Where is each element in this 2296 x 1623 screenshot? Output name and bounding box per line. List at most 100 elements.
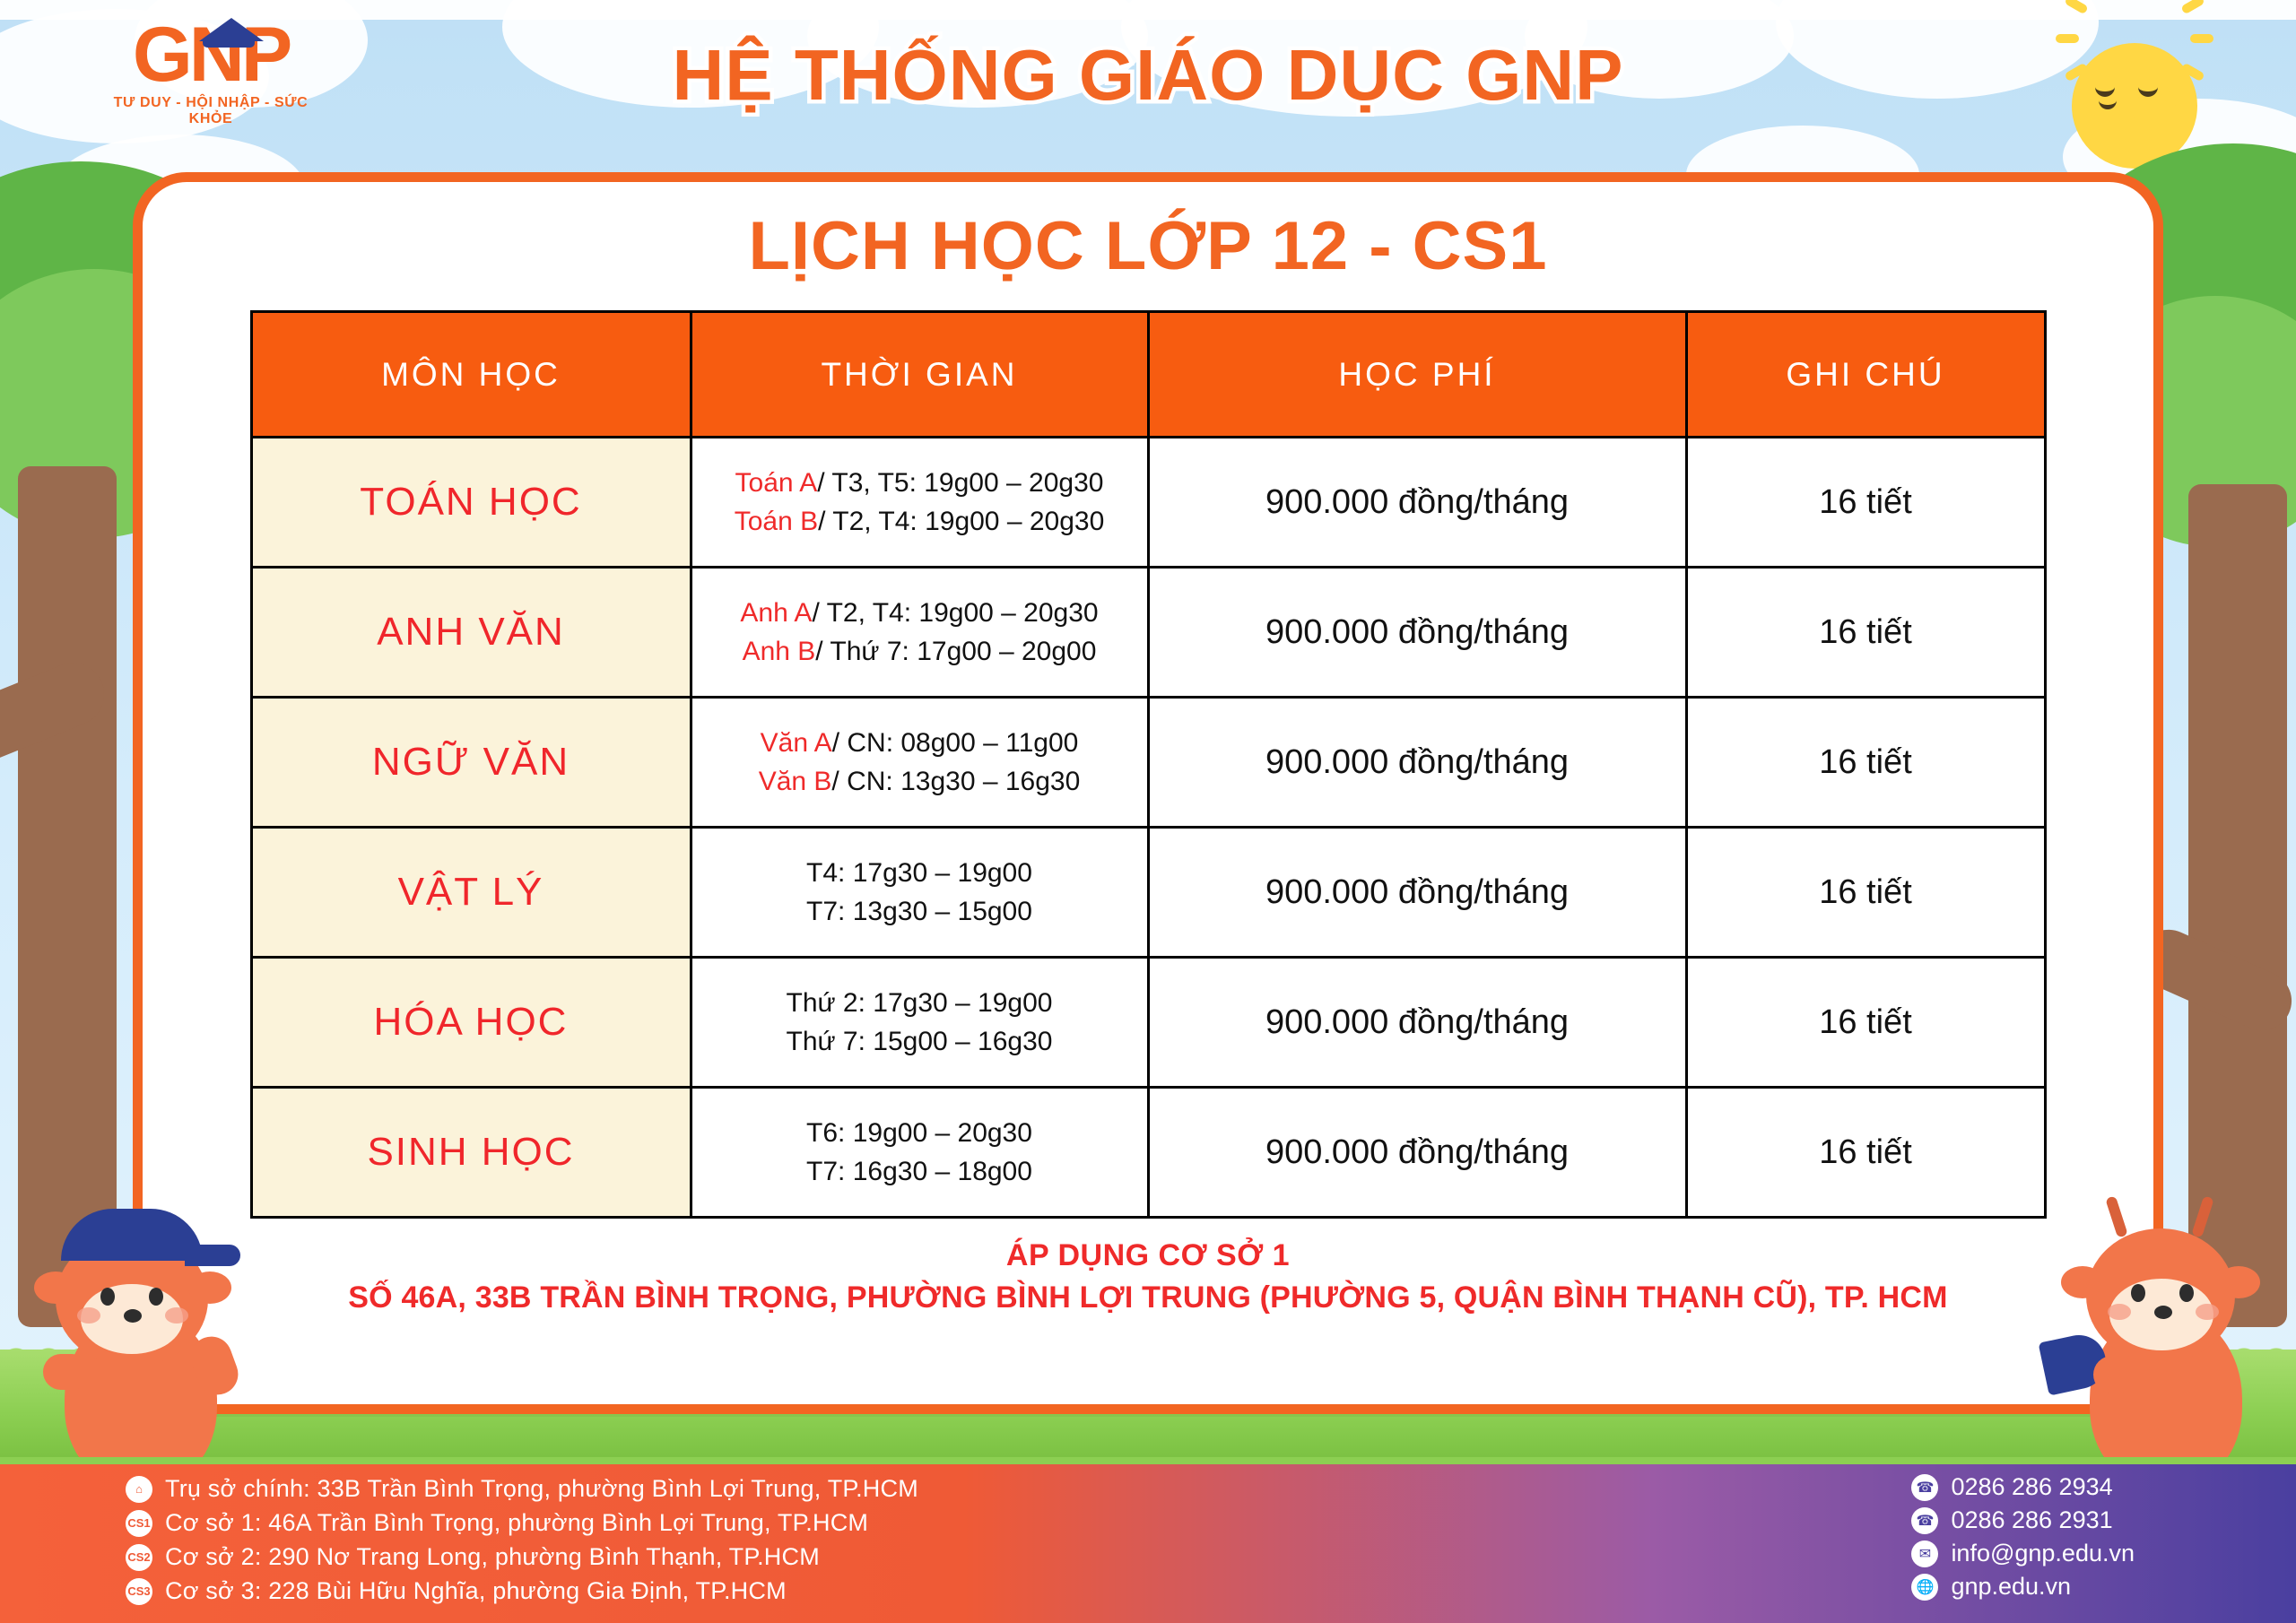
cell-note: 16 tiết <box>1684 566 2047 699</box>
time-line: Văn A/ CN: 08g00 – 11g00 <box>692 724 1147 763</box>
cell-subject: HÓA HỌC <box>249 956 692 1089</box>
time-line-detail: / CN: 13g30 – 16g30 <box>831 767 1081 796</box>
column-header-time: THỜI GIAN <box>689 310 1150 438</box>
column-header-fee: HỌC PHÍ <box>1146 310 1688 438</box>
logo-tagline: TƯ DUY - HỘI NHẬP - SỨC KHỎE <box>113 95 309 126</box>
time-line: Toán B/ T2, T4: 19g00 – 20g30 <box>692 502 1147 542</box>
time-line-detail: / T2, T4: 19g00 – 20g30 <box>818 507 1105 536</box>
table-row: NGỮ VĂN Văn A/ CN: 08g00 – 11g00 Văn B/ CN… <box>249 696 2047 829</box>
table-row: HÓA HỌC Thứ 2: 17g30 – 19g00 Thứ 7: 15g00 … <box>249 956 2047 1089</box>
cs3-icon: CS3 <box>126 1577 152 1605</box>
footer-address-item: CS2 Cơ sở 2: 290 Nơ Trang Long, phường Bì… <box>126 1543 918 1571</box>
time-line: Thứ 2: 17g30 – 19g00 <box>692 984 1147 1023</box>
cell-time: Thứ 2: 17g30 – 19g00 Thứ 7: 15g00 – 16g30 <box>689 956 1150 1089</box>
schedule-table: MÔN HỌC THỜI GIAN HỌC PHÍ GHI CHÚ TOÁN H… <box>249 310 2047 1219</box>
time-line-label: Toán A <box>735 467 818 498</box>
cell-note: 16 tiết <box>1684 1086 2047 1219</box>
cell-subject: NGỮ VĂN <box>249 696 692 829</box>
table-row: TOÁN HỌC Toán A/ T3, T5: 19g00 – 20g30 Toá… <box>249 436 2047 568</box>
time-line-detail: Thứ 2: 17g30 – 19g00 <box>786 987 1053 1018</box>
cs2-icon: CS2 <box>126 1543 152 1571</box>
tree-trunk <box>18 466 117 1327</box>
apply-note-line2: SỐ 46A, 33B TRẦN BÌNH TRỌNG, PHƯỜNG BÌNH… <box>348 1280 1948 1315</box>
time-line-detail: T7: 16g30 – 18g00 <box>806 1157 1032 1186</box>
table-header-row: MÔN HỌC THỜI GIAN HỌC PHÍ GHI CHÚ <box>249 310 2047 438</box>
footer-contact-list: ☎ 0286 286 2934 ☎ 0286 286 2931 ✉ info@gnp.ed… <box>1911 1473 2135 1606</box>
time-line-detail: / Thứ 7: 17g00 – 20g00 <box>815 637 1097 666</box>
sun-icon <box>2045 0 2224 195</box>
time-line-label: Anh B <box>742 637 816 666</box>
cell-time: Văn A/ CN: 08g00 – 11g00 Văn B/ CN: 13g30… <box>689 696 1150 829</box>
footer-address-text: Trụ sở chính: 33B Trần Bình Trọng, phườn… <box>165 1475 918 1502</box>
cell-subject: ANH VĂN <box>249 566 692 699</box>
mascot-deer-right <box>2038 1195 2280 1503</box>
email-icon: ✉ <box>1911 1540 1939 1567</box>
footer-bar: ⌂ Trụ sở chính: 33B Trần Bình Trọng, phườ… <box>0 1457 2296 1623</box>
time-line: T4: 17g30 – 19g00 <box>692 854 1147 893</box>
time-line: Anh B/ Thứ 7: 17g00 – 20g00 <box>692 632 1147 672</box>
cell-note: 16 tiết <box>1684 826 2047 959</box>
time-line-detail: T7: 13g30 – 15g00 <box>806 897 1032 926</box>
time-line: T6: 19g00 – 20g30 <box>692 1114 1147 1153</box>
tree-trunk <box>2188 484 2287 1327</box>
time-line-label: Văn B <box>758 767 832 796</box>
column-header-note: GHI CHÚ <box>1684 310 2047 438</box>
graduation-cap-icon <box>199 18 264 41</box>
cell-note: 16 tiết <box>1684 956 2047 1089</box>
schedule-table-body: TOÁN HỌC Toán A/ T3, T5: 19g00 – 20g30 Toá… <box>249 436 2047 1219</box>
cs1-icon: CS1 <box>126 1509 152 1537</box>
time-line-detail: T4: 17g30 – 19g00 <box>806 857 1032 888</box>
time-line-detail: Thứ 7: 15g00 – 16g30 <box>786 1027 1053 1056</box>
footer-contact-text: gnp.edu.vn <box>1951 1573 2072 1600</box>
cell-note: 16 tiết <box>1684 696 2047 829</box>
footer-address-item: ⌂ Trụ sở chính: 33B Trần Bình Trọng, phườ… <box>126 1475 918 1503</box>
time-line: Anh A/ T2, T4: 19g00 – 20g30 <box>692 594 1147 633</box>
cell-fee: 900.000 đồng/tháng <box>1146 1086 1688 1219</box>
footer-address-item: CS1 Cơ sở 1: 46A Trần Bình Trọng, phường … <box>126 1509 918 1537</box>
apply-note-line1: ÁP DỤNG CƠ SỞ 1 <box>1005 1238 1291 1272</box>
cell-fee: 900.000 đồng/tháng <box>1146 826 1688 959</box>
footer-address-text: Cơ sở 3: 228 Bùi Hữu Nghĩa, phường Gia Đ… <box>165 1577 787 1604</box>
cell-note: 16 tiết <box>1684 436 2047 568</box>
footer-address-list: ⌂ Trụ sở chính: 33B Trần Bình Trọng, phườ… <box>126 1475 918 1611</box>
table-row: ANH VĂN Anh A/ T2, T4: 19g00 – 20g30 Anh B… <box>249 566 2047 699</box>
cell-fee: 900.000 đồng/tháng <box>1146 956 1688 1089</box>
graduation-cap-base-icon <box>203 39 255 48</box>
footer-top-divider <box>0 1457 2296 1464</box>
cell-time: T4: 17g30 – 19g00 T7: 13g30 – 15g00 <box>689 826 1150 959</box>
mascot-deer-left <box>18 1202 260 1505</box>
banner-title: HỆ THỐNG GIÁO DỤC GNP <box>668 31 1627 119</box>
time-line-detail: / CN: 08g00 – 11g00 <box>831 727 1079 758</box>
footer-contact-text: info@gnp.edu.vn <box>1951 1540 2135 1567</box>
footer-contact-text: 0286 286 2934 <box>1951 1473 2113 1500</box>
page-title: LỊCH HỌC LỚP 12 - CS1 <box>748 208 1548 284</box>
time-line-label: Anh A <box>740 597 813 628</box>
time-line-detail: / T2, T4: 19g00 – 20g30 <box>812 597 1099 628</box>
time-line: Toán A/ T3, T5: 19g00 – 20g30 <box>692 464 1147 503</box>
time-line: T7: 13g30 – 15g00 <box>692 892 1147 932</box>
cell-fee: 900.000 đồng/tháng <box>1146 436 1688 568</box>
apply-note: ÁP DỤNG CƠ SỞ 1 SỐ 46A, 33B TRẦN BÌNH TR… <box>143 1238 2153 1315</box>
time-line-label: Văn A <box>760 727 832 758</box>
footer-contact-text: 0286 286 2931 <box>1951 1506 2113 1533</box>
time-line-detail: T6: 19g00 – 20g30 <box>806 1117 1032 1148</box>
gnp-logo[interactable]: GNP TƯ DUY - HỘI NHẬP - SỨC KHỎE <box>99 16 323 127</box>
schedule-card: LỊCH HỌC LỚP 12 - CS1 MÔN HỌC THỜI GIAN … <box>133 172 2163 1414</box>
phone-icon: ☎ <box>1911 1506 1939 1534</box>
cell-fee: 900.000 đồng/tháng <box>1146 566 1688 699</box>
cell-subject: VẬT LÝ <box>249 826 692 959</box>
phone-icon: ☎ <box>1911 1473 1939 1501</box>
footer-contact-item[interactable]: ☎ 0286 286 2934 <box>1911 1473 2135 1501</box>
time-line: Thứ 7: 15g00 – 16g30 <box>692 1022 1147 1062</box>
footer-contact-item[interactable]: 🌐 gnp.edu.vn <box>1911 1573 2135 1601</box>
cell-subject: SINH HỌC <box>249 1086 692 1219</box>
cell-time: Toán A/ T3, T5: 19g00 – 20g30 Toán B/ T2,… <box>689 436 1150 568</box>
cell-fee: 900.000 đồng/tháng <box>1146 696 1688 829</box>
cell-time: T6: 19g00 – 20g30 T7: 16g30 – 18g00 <box>689 1086 1150 1219</box>
footer-contact-item[interactable]: ✉ info@gnp.edu.vn <box>1911 1540 2135 1567</box>
table-row: SINH HỌC T6: 19g00 – 20g30 T7: 16g30 – 18g… <box>249 1086 2047 1219</box>
footer-address-text: Cơ sở 1: 46A Trần Bình Trọng, phường Bìn… <box>165 1509 869 1536</box>
footer-contact-item[interactable]: ☎ 0286 286 2931 <box>1911 1506 2135 1534</box>
time-line: Văn B/ CN: 13g30 – 16g30 <box>692 762 1147 802</box>
